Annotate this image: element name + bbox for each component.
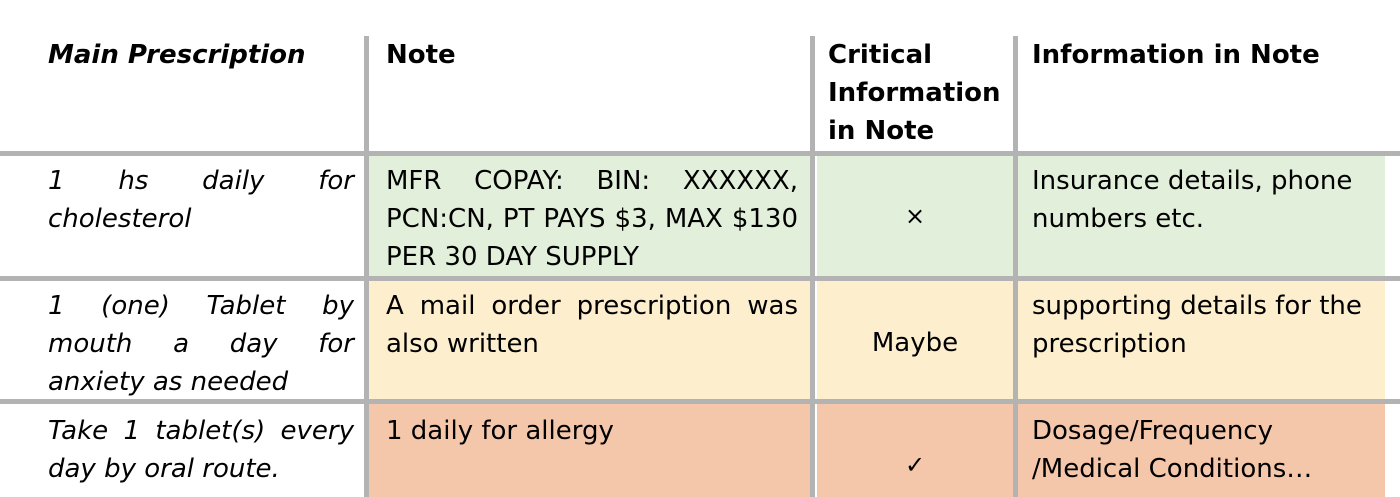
column-divider bbox=[810, 36, 815, 497]
row2-info-bg bbox=[1018, 281, 1385, 399]
row3-critical: ✓ bbox=[817, 446, 1013, 484]
row3-note-bg bbox=[369, 404, 812, 497]
row1-prescription: 1 hs daily for cholesterol bbox=[48, 166, 354, 234]
row3-info-bg bbox=[1018, 404, 1385, 497]
row2-note-bg bbox=[369, 281, 812, 399]
header-critical-information: Critical Information in Note bbox=[828, 40, 1001, 146]
row1-info: Insurance details, phone numbers etc. bbox=[1032, 166, 1353, 234]
row1-note: MFR COPAY: BIN: XXXXXX, PCN:CN, PT PAYS … bbox=[386, 166, 798, 272]
row3-note: 1 daily for allergy bbox=[386, 416, 614, 446]
row3-info: Dosage/Frequency /Medical Conditions… bbox=[1032, 416, 1313, 484]
row1-critical-bg bbox=[817, 156, 1013, 276]
row1-critical: × bbox=[817, 156, 1013, 276]
header-main-prescription: Main Prescription bbox=[48, 40, 306, 70]
row1-note-bg bbox=[369, 156, 812, 276]
row2-critical-bg bbox=[817, 281, 1013, 399]
row3-prescription: Take 1 tablet(s) every day by oral route… bbox=[48, 416, 354, 484]
x-mark-icon: × bbox=[904, 202, 926, 230]
row2-info: supporting details for the prescription bbox=[1032, 291, 1362, 359]
row2-prescription: 1 (one) Tablet by mouth a day for anxiet… bbox=[48, 291, 354, 397]
header-note: Note bbox=[386, 40, 456, 70]
column-divider bbox=[364, 36, 369, 497]
row3-critical-bg bbox=[817, 404, 1013, 497]
row2-note: A mail order prescription was also writt… bbox=[386, 291, 798, 359]
row1-info-bg bbox=[1018, 156, 1385, 276]
row-divider bbox=[0, 151, 1400, 156]
row2-critical: Maybe bbox=[871, 328, 959, 358]
row-divider bbox=[0, 399, 1400, 404]
header-information-in-note: Information in Note bbox=[1032, 40, 1320, 70]
column-divider bbox=[1013, 36, 1018, 497]
row-divider bbox=[0, 276, 1400, 281]
check-mark-icon: ✓ bbox=[904, 451, 926, 479]
